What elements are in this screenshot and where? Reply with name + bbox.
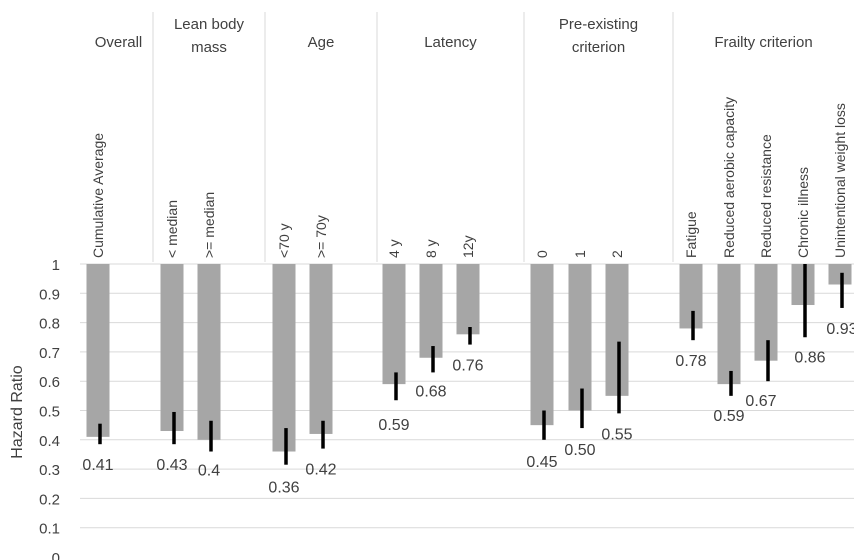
value-label: 0.50 [564,442,595,459]
group-separators [152,12,674,262]
bar [679,264,703,329]
category-label: >= 70y [313,215,329,258]
group-label: criterion [572,39,625,56]
value-label: 0.59 [713,408,744,425]
group-label: Overall [95,34,143,51]
value-label: 0.36 [268,480,299,497]
value-label: 0.68 [415,383,446,400]
category-label: Reduced resistance [758,134,774,258]
bar [791,264,815,306]
category-label: 1 [572,250,588,258]
category-label: < median [164,200,180,258]
y-tick-label: 0.5 [39,404,60,421]
bar [530,264,554,426]
group-label: Age [308,34,335,51]
y-tick-label: 0.3 [39,462,60,479]
value-label: 0.76 [452,358,483,375]
error-bars [98,264,844,465]
y-tick-label: 0 [52,550,60,560]
group-labels: Overall Lean body mass Age Latency Pre-existi… [95,16,813,56]
bar [419,264,443,358]
value-label: 0.93 [826,321,854,338]
category-label: 8 y [423,239,439,258]
value-label: 0.67 [745,393,776,410]
y-tick-label: 0.9 [39,286,60,303]
category-label: Fatigue [683,211,699,258]
y-tick-label: 0.1 [39,521,60,538]
group-label: Frailty criterion [714,34,812,51]
y-tick-label: 0.7 [39,345,60,362]
category-label: >= median [201,192,217,258]
value-label: 0.42 [305,462,336,479]
bar [717,264,741,385]
bar [197,264,221,440]
bar [456,264,480,335]
y-tick-label: 0.6 [39,374,60,391]
category-labels: Cumulative Average < median >= median <70 y… [90,97,848,258]
bar [382,264,406,385]
category-label: Reduced aerobic capacity [721,97,737,258]
value-label: 0.43 [156,457,187,474]
value-label: 0.86 [794,349,825,366]
value-label: 0.45 [526,454,557,471]
category-label: 0 [534,250,550,258]
value-label: 0.55 [601,426,632,443]
bar [568,264,592,411]
group-label: Lean body [174,16,245,33]
bar [272,264,296,452]
bar [309,264,333,434]
category-label: Cumulative Average [90,133,106,258]
bars [86,264,852,452]
value-label: 0.4 [198,463,220,480]
y-tick-label: 0.4 [39,433,60,450]
y-tick-label: 1 [52,257,60,274]
category-label: 2 [609,250,625,258]
group-label: Pre-existing [559,16,638,33]
category-label: Chronic illness [795,167,811,258]
value-labels: 0.41 0.43 0.4 0.36 0.42 0.59 0.68 0.76 0.45 0.50 0… [82,321,854,497]
category-label: 4 y [386,239,402,258]
category-label: <70 y [276,223,292,258]
category-label: 12y [460,235,476,258]
group-label: mass [191,39,227,56]
bar [86,264,110,437]
y-tick-labels: 0 0.1 0.2 0.3 0.4 0.5 0.6 0.7 0.8 0.9 1 [39,257,60,560]
group-label: Latency [424,34,477,51]
bar [754,264,778,361]
value-label: 0.59 [378,417,409,434]
y-tick-label: 0.8 [39,316,60,333]
category-label: Unintentional weight loss [832,103,848,258]
value-label: 0.78 [675,353,706,370]
y-tick-label: 0.2 [39,491,60,508]
bar [160,264,184,432]
value-label: 0.41 [82,457,113,474]
bar [605,264,629,396]
bar [828,264,852,285]
y-axis-label: Hazard Ratio [9,365,26,458]
